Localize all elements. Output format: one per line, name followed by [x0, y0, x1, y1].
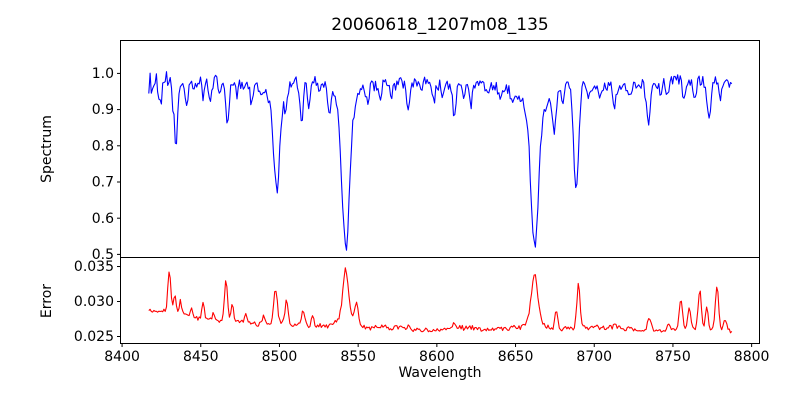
y-tick-label: 0.9 [92, 102, 114, 118]
x-tick-label: 8600 [419, 349, 455, 365]
error-line [148, 267, 733, 334]
spectrum-line [148, 71, 733, 251]
y-tick-label: 0.5 [92, 247, 114, 263]
y-tick-label: 0.7 [92, 175, 114, 191]
x-tick-label: 8550 [340, 349, 376, 365]
x-tick-label: 8400 [104, 349, 140, 365]
x-tick-label: 8450 [183, 349, 219, 365]
y-tick-label: 0.6 [92, 211, 114, 227]
y-tick-label: 0.030 [74, 294, 114, 310]
spectrum-y-axis-label: Spectrum [39, 115, 55, 183]
error-y-axis-label: Error [39, 283, 55, 319]
y-tick-label: 0.035 [74, 259, 114, 275]
spectrum-panel-border [120, 40, 760, 258]
x-tick-label: 8500 [262, 349, 298, 365]
chart-title: 20060618_1207m08_135 [331, 15, 549, 35]
x-tick-label: 8800 [734, 349, 770, 365]
x-tick-label: 8700 [576, 349, 612, 365]
y-tick-label: 0.8 [92, 138, 114, 154]
x-tick-label: 8650 [498, 349, 534, 365]
x-axis-label: Wavelength [398, 365, 482, 381]
error-panel-border [120, 257, 760, 344]
y-tick-label: 1.0 [92, 66, 114, 82]
x-tick-label: 8750 [655, 349, 691, 365]
y-tick-label: 0.025 [74, 329, 114, 345]
